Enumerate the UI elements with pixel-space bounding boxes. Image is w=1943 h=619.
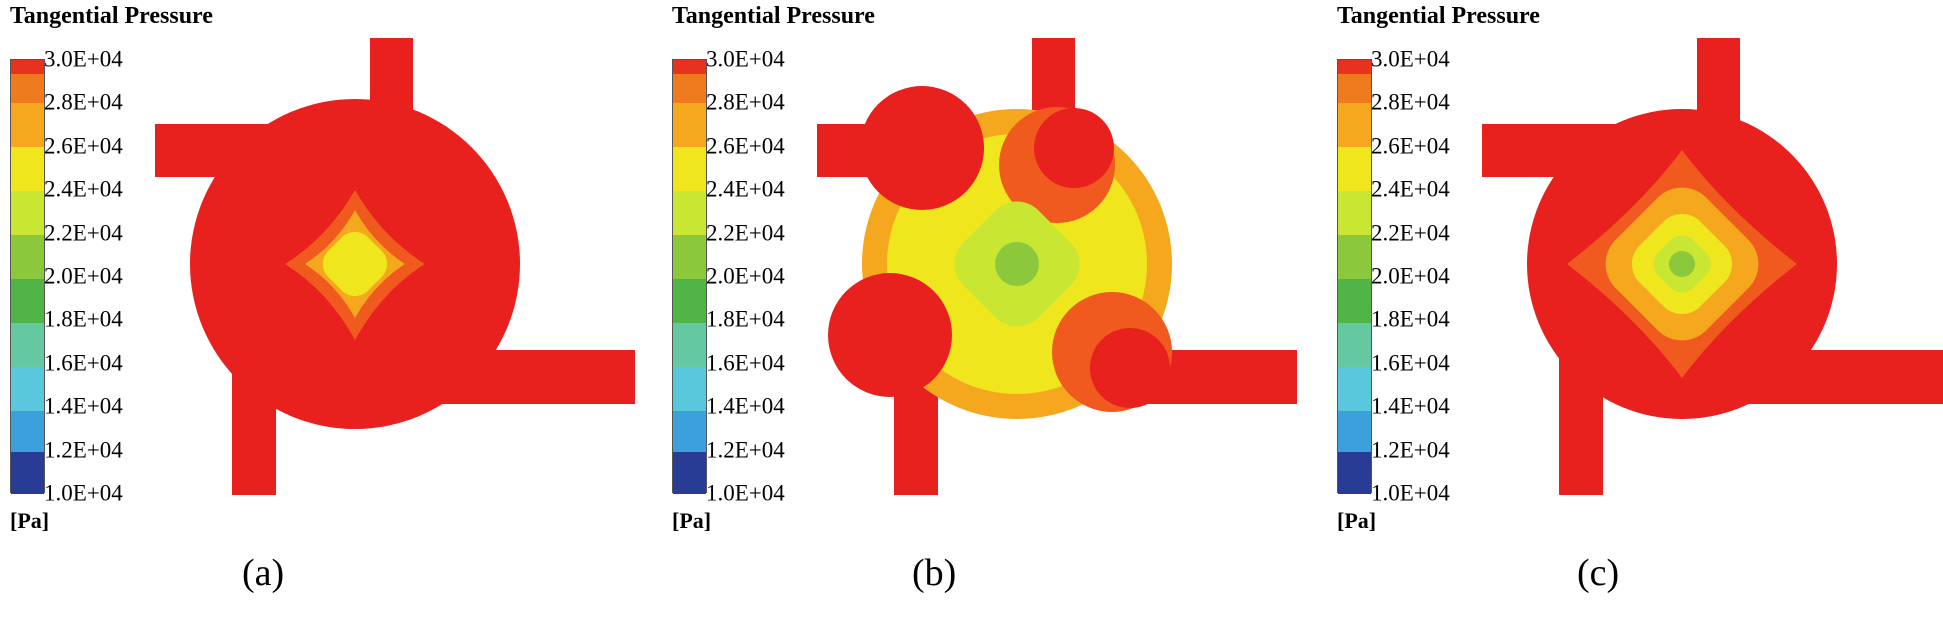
legend-band-12 <box>11 411 44 452</box>
legend-tick: 2.0E+04 <box>1371 263 1450 289</box>
legend-band-12 <box>673 411 706 452</box>
legend-tick: 1.8E+04 <box>44 306 123 332</box>
pressure-contour-red <box>860 86 984 210</box>
legend-band-24 <box>11 147 44 191</box>
legend-tick: 1.4E+04 <box>706 393 785 419</box>
legend-tick: 2.0E+04 <box>706 263 785 289</box>
legend-band-28 <box>11 74 44 103</box>
legend-tick: 1.8E+04 <box>706 306 785 332</box>
legend-tick: 1.4E+04 <box>44 393 123 419</box>
legend-tick: 1.6E+04 <box>44 350 123 376</box>
legend-unit: [Pa] <box>1337 508 1377 533</box>
legend-band-26 <box>11 103 44 147</box>
pressure-contour-red <box>828 273 952 397</box>
legend-tick: 2.6E+04 <box>1371 133 1450 159</box>
legend-band-30 <box>673 60 706 74</box>
legend-unit: [Pa] <box>672 508 712 533</box>
legend-title: Tangential Pressure <box>1337 3 1540 29</box>
legend-band-18 <box>673 279 706 323</box>
legend-tick: 1.8E+04 <box>1371 306 1450 332</box>
legend-tick: 1.0E+04 <box>1371 480 1450 506</box>
pressure-contour-plot-a <box>155 38 635 495</box>
legend-band-28 <box>673 74 706 103</box>
legend-band-22 <box>673 191 706 235</box>
legend-tick: 2.8E+04 <box>706 89 785 115</box>
legend-band-20 <box>1338 235 1371 279</box>
legend-band-12 <box>1338 411 1371 452</box>
legend-tick: 2.2E+04 <box>44 220 123 246</box>
color-legend <box>672 59 707 494</box>
legend-band-16 <box>11 323 44 367</box>
pressure-contour-red <box>1034 108 1114 188</box>
legend-band-26 <box>673 103 706 147</box>
pressure-contour-green <box>1669 251 1695 277</box>
panel-c: Tangential Pressure 3.0E+04 2.8E+04 2.6E… <box>1327 0 1943 619</box>
legend-band-18 <box>11 279 44 323</box>
color-legend <box>1337 59 1372 494</box>
pressure-contour-plot-b <box>817 38 1297 495</box>
legend-unit: [Pa] <box>10 508 50 533</box>
legend-title: Tangential Pressure <box>672 3 875 29</box>
panel-caption: (c) <box>1577 552 1620 594</box>
legend-band-10 <box>11 452 44 494</box>
pressure-contour-yellow <box>322 231 388 297</box>
legend-band-18 <box>1338 279 1371 323</box>
legend-band-30 <box>11 60 44 74</box>
legend-title: Tangential Pressure <box>10 3 213 29</box>
panel-b: Tangential Pressure 3.0E+04 2.8E+04 2.6E… <box>662 0 1302 619</box>
legend-tick: 2.4E+04 <box>44 176 123 202</box>
legend-tick: 1.2E+04 <box>706 437 785 463</box>
legend-tick: 3.0E+04 <box>1371 46 1450 72</box>
legend-tick: 2.4E+04 <box>706 176 785 202</box>
pressure-contour-plot-c <box>1482 38 1943 495</box>
legend-band-20 <box>11 235 44 279</box>
legend-tick: 2.2E+04 <box>1371 220 1450 246</box>
legend-tick: 1.0E+04 <box>706 480 785 506</box>
legend-tick: 2.2E+04 <box>706 220 785 246</box>
legend-band-14 <box>1338 367 1371 411</box>
legend-tick: 2.6E+04 <box>44 133 123 159</box>
legend-band-16 <box>1338 323 1371 367</box>
legend-band-30 <box>1338 60 1371 74</box>
legend-band-10 <box>1338 452 1371 494</box>
legend-band-20 <box>673 235 706 279</box>
legend-band-16 <box>673 323 706 367</box>
legend-tick: 3.0E+04 <box>44 46 123 72</box>
legend-tick: 1.6E+04 <box>1371 350 1450 376</box>
legend-tick: 1.2E+04 <box>44 437 123 463</box>
legend-band-24 <box>673 147 706 191</box>
legend-band-22 <box>1338 191 1371 235</box>
legend-band-10 <box>673 452 706 494</box>
legend-band-22 <box>11 191 44 235</box>
legend-band-26 <box>1338 103 1371 147</box>
legend-band-24 <box>1338 147 1371 191</box>
panel-caption: (a) <box>242 552 285 594</box>
legend-tick: 1.0E+04 <box>44 480 123 506</box>
panel-caption: (b) <box>912 552 957 594</box>
pressure-contour-red <box>1090 328 1170 408</box>
legend-tick: 2.8E+04 <box>44 89 123 115</box>
color-legend <box>10 59 45 494</box>
legend-tick: 2.8E+04 <box>1371 89 1450 115</box>
legend-tick: 2.0E+04 <box>44 263 123 289</box>
legend-band-14 <box>11 367 44 411</box>
legend-tick: 1.2E+04 <box>1371 437 1450 463</box>
legend-band-28 <box>1338 74 1371 103</box>
legend-band-14 <box>673 367 706 411</box>
pressure-contour-green <box>995 242 1039 286</box>
panel-a: Tangential Pressure 3.0E+04 2.8E+04 2.6E… <box>0 0 640 619</box>
legend-tick: 3.0E+04 <box>706 46 785 72</box>
legend-tick: 1.4E+04 <box>1371 393 1450 419</box>
legend-tick: 2.6E+04 <box>706 133 785 159</box>
legend-tick: 1.6E+04 <box>706 350 785 376</box>
legend-tick: 2.4E+04 <box>1371 176 1450 202</box>
